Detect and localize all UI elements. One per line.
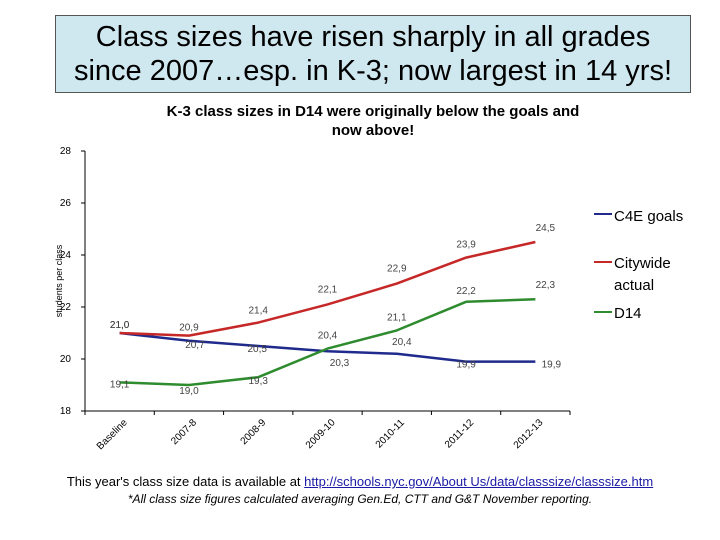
chart-title: K-3 class sizes in D14 were originally b…	[167, 103, 580, 139]
data-label: 20,4	[392, 337, 412, 348]
data-label: 19,9	[542, 360, 562, 371]
data-label: 19,0	[179, 386, 199, 397]
data-label: 20,3	[330, 358, 350, 369]
y-tick-label: 22	[60, 302, 72, 313]
series-line-d14	[119, 297, 536, 387]
x-tick-label: 2008-9	[239, 417, 269, 447]
series-line-citywide-actual	[119, 240, 536, 337]
data-label: 20,5	[247, 344, 267, 355]
legend-label: D14	[614, 305, 642, 322]
footnote-prefix: This year's class size data is available…	[66, 474, 305, 489]
data-label: 19,1	[110, 379, 130, 390]
data-label: 21,0	[110, 320, 130, 331]
y-tick-label: 20	[60, 354, 72, 365]
y-tick-label: 26	[60, 198, 72, 209]
y-axis-label: students per class	[54, 244, 64, 317]
headline-banner: Class sizes have risen sharply in all gr…	[55, 15, 691, 93]
footnote-source: This year's class size data is available…	[0, 474, 720, 489]
y-tick-label: 18	[60, 406, 72, 417]
x-tick-label: 2011-12	[443, 417, 477, 451]
data-label: 20,7	[185, 340, 205, 351]
y-tick-label: 24	[60, 250, 72, 261]
data-label: 22,9	[387, 264, 407, 275]
x-tick-label: 2007-8	[169, 417, 199, 447]
data-label: 22,3	[536, 280, 556, 291]
legend-label: Citywide	[614, 255, 671, 272]
legend-label: C4E goals	[614, 208, 683, 225]
x-tick-label: 2010-11	[374, 417, 408, 451]
data-label: 21,1	[387, 312, 407, 323]
legend-label: actual	[614, 277, 654, 294]
line-chart: K-3 class sizes in D14 were originally b…	[54, 103, 683, 452]
data-label: 22,2	[456, 286, 476, 297]
data-label: 22,1	[318, 284, 338, 295]
data-label: 20,9	[179, 323, 199, 334]
series-line-c4e-goals	[119, 331, 536, 363]
data-label: 19,9	[456, 360, 476, 371]
data-label: 20,4	[318, 331, 338, 342]
x-tick-label: 2009-10	[304, 417, 338, 451]
y-tick-label: 28	[60, 146, 72, 157]
headline-text: Class sizes have risen sharply in all gr…	[73, 21, 673, 87]
x-tick-label: Baseline	[95, 417, 130, 452]
footnote-note: *All class size figures calculated avera…	[127, 492, 593, 506]
data-label: 19,3	[248, 376, 268, 387]
classsize-data-link[interactable]: http://schools.nyc.gov/About Us/data/cla…	[304, 474, 654, 489]
data-label: 23,9	[456, 240, 476, 251]
data-label: 21,0	[110, 320, 130, 331]
data-label: 21,4	[248, 306, 268, 317]
data-label: 24,5	[536, 223, 556, 234]
x-tick-label: 2012-13	[512, 417, 546, 451]
